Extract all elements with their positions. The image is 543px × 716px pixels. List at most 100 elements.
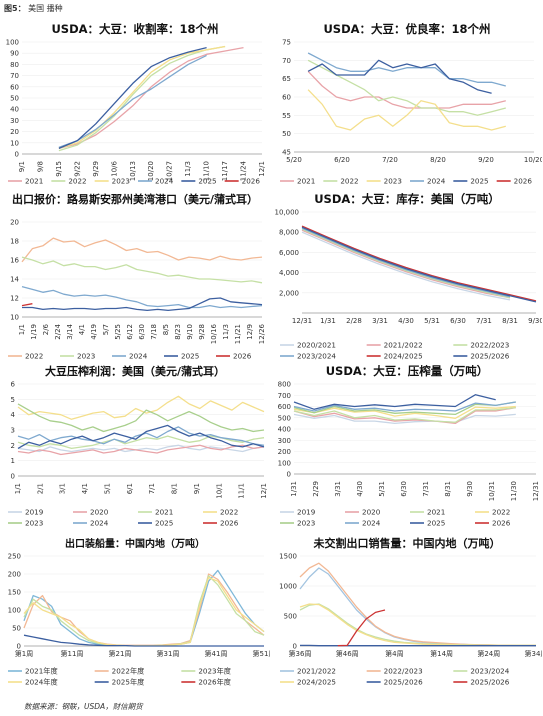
legend-label: 2021/2022 [297,667,336,676]
legend-item: 2024 [112,352,148,361]
series-line [293,401,516,412]
x-tick-label: 4/1 [78,324,86,335]
legend-item: 2022/2023 [453,341,509,350]
y-tick-label: 14 [10,276,19,284]
y-tick-label: 65 [282,75,291,83]
y-tick-label: 150 [8,589,21,597]
series-line [301,226,537,303]
y-tick-label: 2 [11,442,15,450]
legend: 2019 2020 2021 2022 2023 2024 2025 2026 [8,508,239,528]
x-tick-label: 8/23 [174,324,182,340]
y-tick-label: 75 [282,39,291,47]
series-group [301,225,537,303]
y-axis: 0 10 20 30 40 50 60 70 80 90 100 [6,39,262,159]
x-tick-label: 9/22 [73,161,81,177]
x-tick-label: 6/30 [450,317,466,325]
x-tick-label: 9/30 [528,317,542,325]
y-tick-label: 700 [278,392,291,400]
legend-item: 2020 [345,508,381,517]
legend-label: 2021年度 [25,667,58,676]
series-line [23,569,265,647]
series-line [58,45,226,150]
legend-item: 2022 [8,352,43,361]
x-tick-label: 6/30 [138,324,146,340]
series-line [293,413,516,425]
x-tick-label: 12/1 [258,161,266,177]
y-axis: 2,000 4,000 6,000 8,000 10,000 [275,209,536,297]
chart-title: 出口装船量：中国内地（万吨） [65,537,205,550]
series-line [301,225,537,302]
x-tick-label: 8/20 [430,156,446,164]
chart-panel-shipments: 出口装船量：中国内地（万吨） 0 50 100 150 200 250 第1周 第11周 第21周… [0,532,270,700]
chart-title: 出口报价：路易斯安那州美湾港口（美元/蒲式耳） [12,192,258,206]
legend: 2021 2022 2023 2024 2025 2026 [280,177,532,186]
y-tick-label: 250 [8,553,21,561]
y-tick-label: 60 [282,94,291,102]
x-tick-label: 9/29 [92,161,100,177]
series-line [23,634,264,647]
series-line [21,256,263,284]
chart-shipments: 出口装船量：中国内地（万吨） 0 50 100 150 200 250 第1周 第11周 第21周… [8,537,270,687]
series-line [22,297,263,312]
legend-label: 2023 [77,352,95,361]
y-tick-label: 100 [6,39,19,47]
legend-label: 2019 [297,508,316,517]
x-tick-label: 2/28 [346,317,362,325]
series-line [299,562,536,647]
series-line [307,59,506,116]
y-tick-label: 0 [17,643,21,651]
x-tick-label: 11/24 [240,160,248,181]
x-axis: 1/31 2/29 3/31 4/30 5/31 6/30 7/31 8/31 9/30 10/3… [290,481,540,501]
series-line [17,424,265,449]
series-line [21,303,33,307]
legend-label: 2026 [242,177,261,186]
series-line [307,70,506,109]
legend-item: 2020 [73,508,109,517]
legend-item: 2025 [164,352,199,361]
y-tick-label: 10 [10,139,19,147]
x-tick-label: 6/30 [400,481,408,497]
legend-label: 2026 [233,352,252,361]
y-tick-label: 80 [10,61,19,69]
x-tick-label: 9/1 [18,161,26,172]
legend-item: 2023 [280,519,315,528]
y-tick-label: 400 [278,426,291,434]
legend-label: 2021/2022 [384,341,423,350]
x-tick-label: 12/31 [292,317,312,325]
legend-item: 2026 [475,519,511,528]
legend-item: 2021/2022 [280,667,336,676]
x-tick-label: 1/19 [30,324,38,340]
legend-label: 2023/2024 [470,667,509,676]
series-line [293,394,496,410]
legend-label: 2026 [220,519,239,528]
series-line [299,603,536,647]
x-tick-label: 12/31 [532,481,540,501]
legend-label: 2024/2025 [384,352,423,361]
legend-item: 2024 [73,519,109,528]
legend-item: 2023/2024 [453,667,510,676]
x-tick-label: 5/31 [378,481,386,497]
x-tick-label: 11/17 [221,161,229,181]
legend-item: 2020/2021 [280,341,336,350]
y-tick-label: 70 [10,72,19,80]
x-tick-label: 2/6 [42,323,50,335]
y-tick-label: 1500 [279,553,297,561]
legend: 2020/2021 2021/2022 2022/2023 2023/2024 2024… [280,341,510,361]
y-tick-label: 50 [282,130,291,138]
x-tick-label: 6/1 [126,483,134,494]
legend-item: 2024 [138,177,174,186]
x-tick-label: 第14周 [430,649,453,658]
legend-item: 2023 [366,177,402,186]
page-header: 图5： 美国 播种 [4,3,63,14]
legend-label: 2024年度 [25,678,58,687]
chart-title: 大豆压榨利润：美国（美元/蒲式耳） [45,364,225,378]
y-tick-label: 500 [278,414,291,422]
y-tick-label: 0 [15,151,19,159]
chart-panel-stocks: USDA：大豆：库存：美国（万吨） 2,000 4,000 6,000 8,000 10,… [272,188,543,363]
x-tick-label: 7/31 [422,481,430,497]
chart-panel-export-price: 出口报价：路易斯安那州美湾港口（美元/蒲式耳） 10 12 14 16 18 20 1/1 1/… [0,188,270,363]
legend-item: 2021/2022 [366,341,423,350]
series-line [58,54,207,148]
chart-crush-margin: 大豆压榨利润：美国（美元/蒲式耳） 0 1 2 3 4 5 6 1/1 2/1 3/1 4/1 5/1 6… [8,364,268,528]
